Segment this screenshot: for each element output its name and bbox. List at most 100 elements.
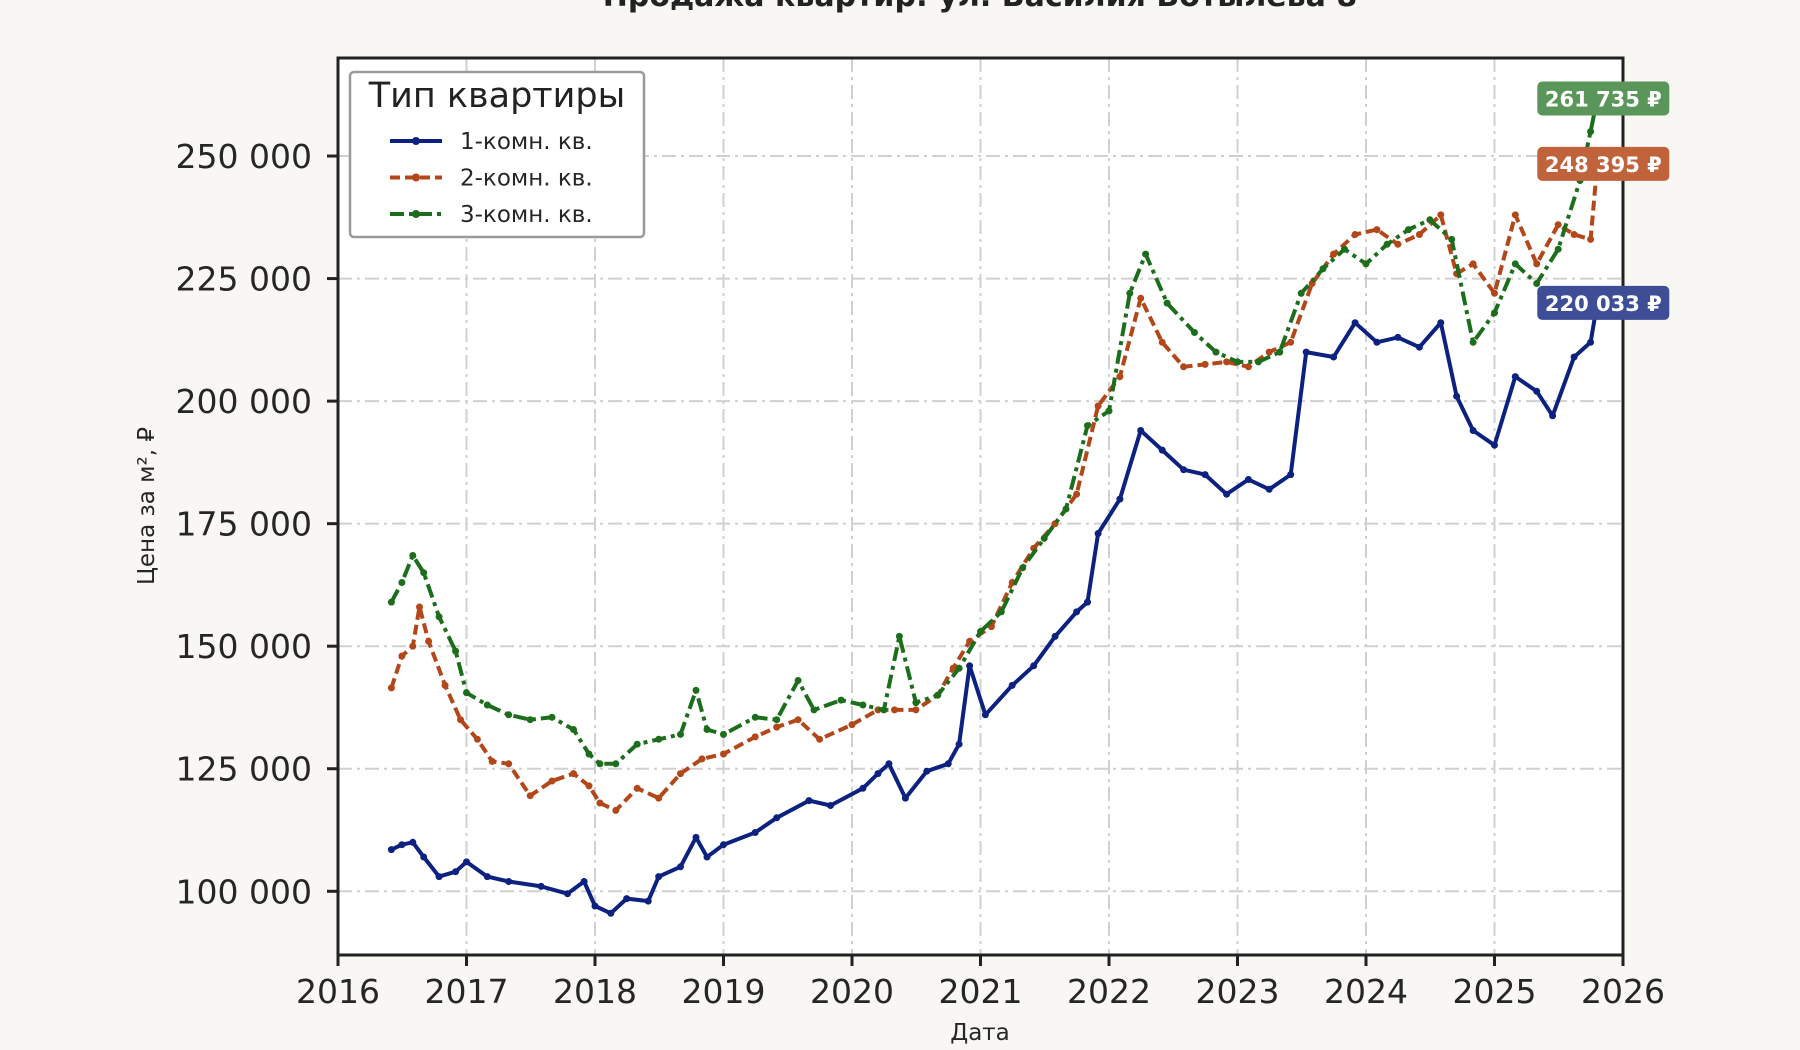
series-1-point bbox=[1330, 353, 1338, 361]
series-2-point bbox=[488, 757, 496, 765]
x-tick-label: 2020 bbox=[810, 972, 894, 1011]
series-1-point bbox=[1511, 373, 1519, 381]
series-1-point bbox=[1351, 319, 1359, 327]
series-3-point bbox=[655, 735, 663, 743]
series-1-point bbox=[944, 760, 952, 768]
series-2-point bbox=[1587, 235, 1595, 243]
series-2-point bbox=[612, 806, 620, 814]
series-3-point bbox=[1040, 534, 1048, 542]
series-2-point bbox=[398, 652, 406, 660]
series-2-point bbox=[1511, 211, 1519, 219]
series-3-point bbox=[435, 613, 443, 621]
series-2-point bbox=[1554, 221, 1562, 229]
series-3-point bbox=[1234, 358, 1241, 366]
series-2-point bbox=[505, 760, 513, 768]
series-1-point bbox=[859, 784, 867, 792]
series-2-point bbox=[409, 642, 417, 650]
series-1-point bbox=[874, 770, 882, 778]
legend-marker bbox=[412, 210, 420, 218]
series-3-point bbox=[837, 696, 845, 704]
series-1-point bbox=[1533, 387, 1541, 395]
series-1-point bbox=[420, 853, 428, 861]
series-3-point bbox=[1276, 348, 1284, 356]
series-1-point bbox=[591, 902, 599, 910]
series-1-point bbox=[827, 802, 834, 809]
series-3-point bbox=[880, 706, 888, 714]
series-2-point bbox=[1137, 294, 1145, 302]
series-1-point bbox=[452, 868, 460, 876]
series-3-point bbox=[703, 726, 711, 733]
series-2-point bbox=[526, 792, 534, 800]
series-1-point bbox=[655, 873, 663, 881]
series-3-point bbox=[612, 760, 620, 768]
series-2-point bbox=[1373, 226, 1381, 234]
end-label-box bbox=[1537, 146, 1670, 181]
series-3-point bbox=[1469, 338, 1477, 346]
series-1-point bbox=[483, 873, 491, 881]
grid bbox=[337, 58, 1624, 955]
series-3-point bbox=[1191, 329, 1198, 336]
legend-label: 1-комн. кв. bbox=[460, 129, 593, 155]
series-3-point bbox=[452, 647, 460, 655]
series-2-point bbox=[387, 684, 395, 692]
x-tick-label: 2025 bbox=[1453, 972, 1537, 1011]
x-tick-label: 2023 bbox=[1196, 972, 1280, 1011]
legend-box bbox=[348, 70, 646, 239]
end-label-box bbox=[1537, 81, 1670, 116]
series-1-point bbox=[1302, 348, 1310, 356]
series-1-point bbox=[607, 909, 615, 917]
series-1-point bbox=[387, 846, 395, 854]
y-axis-label: Цена за м², ₽ bbox=[134, 427, 160, 585]
chart-title: Продажа квартир: ул. Василия Ботылева 8 bbox=[603, 0, 1357, 14]
series-3-point bbox=[1341, 245, 1348, 253]
series-3-point bbox=[1319, 265, 1327, 273]
series-3-point bbox=[1142, 250, 1150, 258]
series-2-point bbox=[773, 723, 781, 731]
series-3-point bbox=[1362, 260, 1370, 268]
axes: 2016 2017 2018 2019 2020 2021 2022 2023 2024 2025… bbox=[176, 137, 1665, 1011]
series-1-point bbox=[463, 858, 470, 866]
series-2-point bbox=[1491, 289, 1498, 297]
series-1-point bbox=[692, 833, 700, 841]
series-3-point bbox=[1105, 407, 1113, 415]
series-1-point bbox=[1394, 333, 1402, 341]
series-2-point bbox=[677, 770, 684, 778]
end-label-value: 220 033 ₽ bbox=[1545, 292, 1662, 316]
series-3-point bbox=[570, 726, 577, 733]
series-3-point bbox=[1254, 358, 1262, 366]
legend-title: Тип квартиры bbox=[368, 76, 626, 116]
legend-items: 1-комн. кв. 2-комн. кв. 3-комн. кв. bbox=[390, 129, 593, 228]
legend-marker bbox=[412, 137, 420, 145]
series-2-point bbox=[457, 716, 464, 724]
series-3-point bbox=[810, 706, 818, 714]
y-tick-label: 250 000 bbox=[176, 137, 312, 176]
x-tick-label: 2019 bbox=[682, 972, 766, 1011]
series-1-point bbox=[1116, 495, 1124, 503]
series-3-point bbox=[1405, 226, 1412, 234]
end-label-value: 248 395 ₽ bbox=[1545, 153, 1662, 177]
series-2-point bbox=[1469, 260, 1477, 268]
series-1-point bbox=[644, 897, 652, 905]
series-3-point bbox=[794, 677, 802, 684]
series-3-point bbox=[977, 628, 984, 635]
series-3-point bbox=[463, 689, 470, 697]
series-3-point bbox=[934, 691, 942, 699]
series-3-point bbox=[1212, 348, 1220, 356]
series-1-point bbox=[981, 711, 989, 719]
series-1-point bbox=[1180, 466, 1188, 474]
x-tick-label: 2018 bbox=[553, 972, 637, 1011]
series-1-point bbox=[1570, 353, 1578, 361]
series-1-point bbox=[1073, 608, 1081, 616]
series-2-point bbox=[720, 750, 727, 758]
legend-label: 3-комн. кв. bbox=[460, 202, 593, 228]
series-1-point bbox=[1137, 427, 1145, 434]
series-1-point bbox=[1469, 427, 1477, 434]
y-tick-label: 100 000 bbox=[176, 872, 312, 911]
series-2-point bbox=[698, 755, 706, 763]
series-3-point bbox=[633, 740, 641, 748]
series-2-point bbox=[949, 664, 957, 672]
series-1-point bbox=[1051, 632, 1059, 640]
series-2-point bbox=[1223, 358, 1231, 366]
series-3-point bbox=[955, 664, 963, 672]
series-3-point bbox=[1084, 422, 1091, 430]
